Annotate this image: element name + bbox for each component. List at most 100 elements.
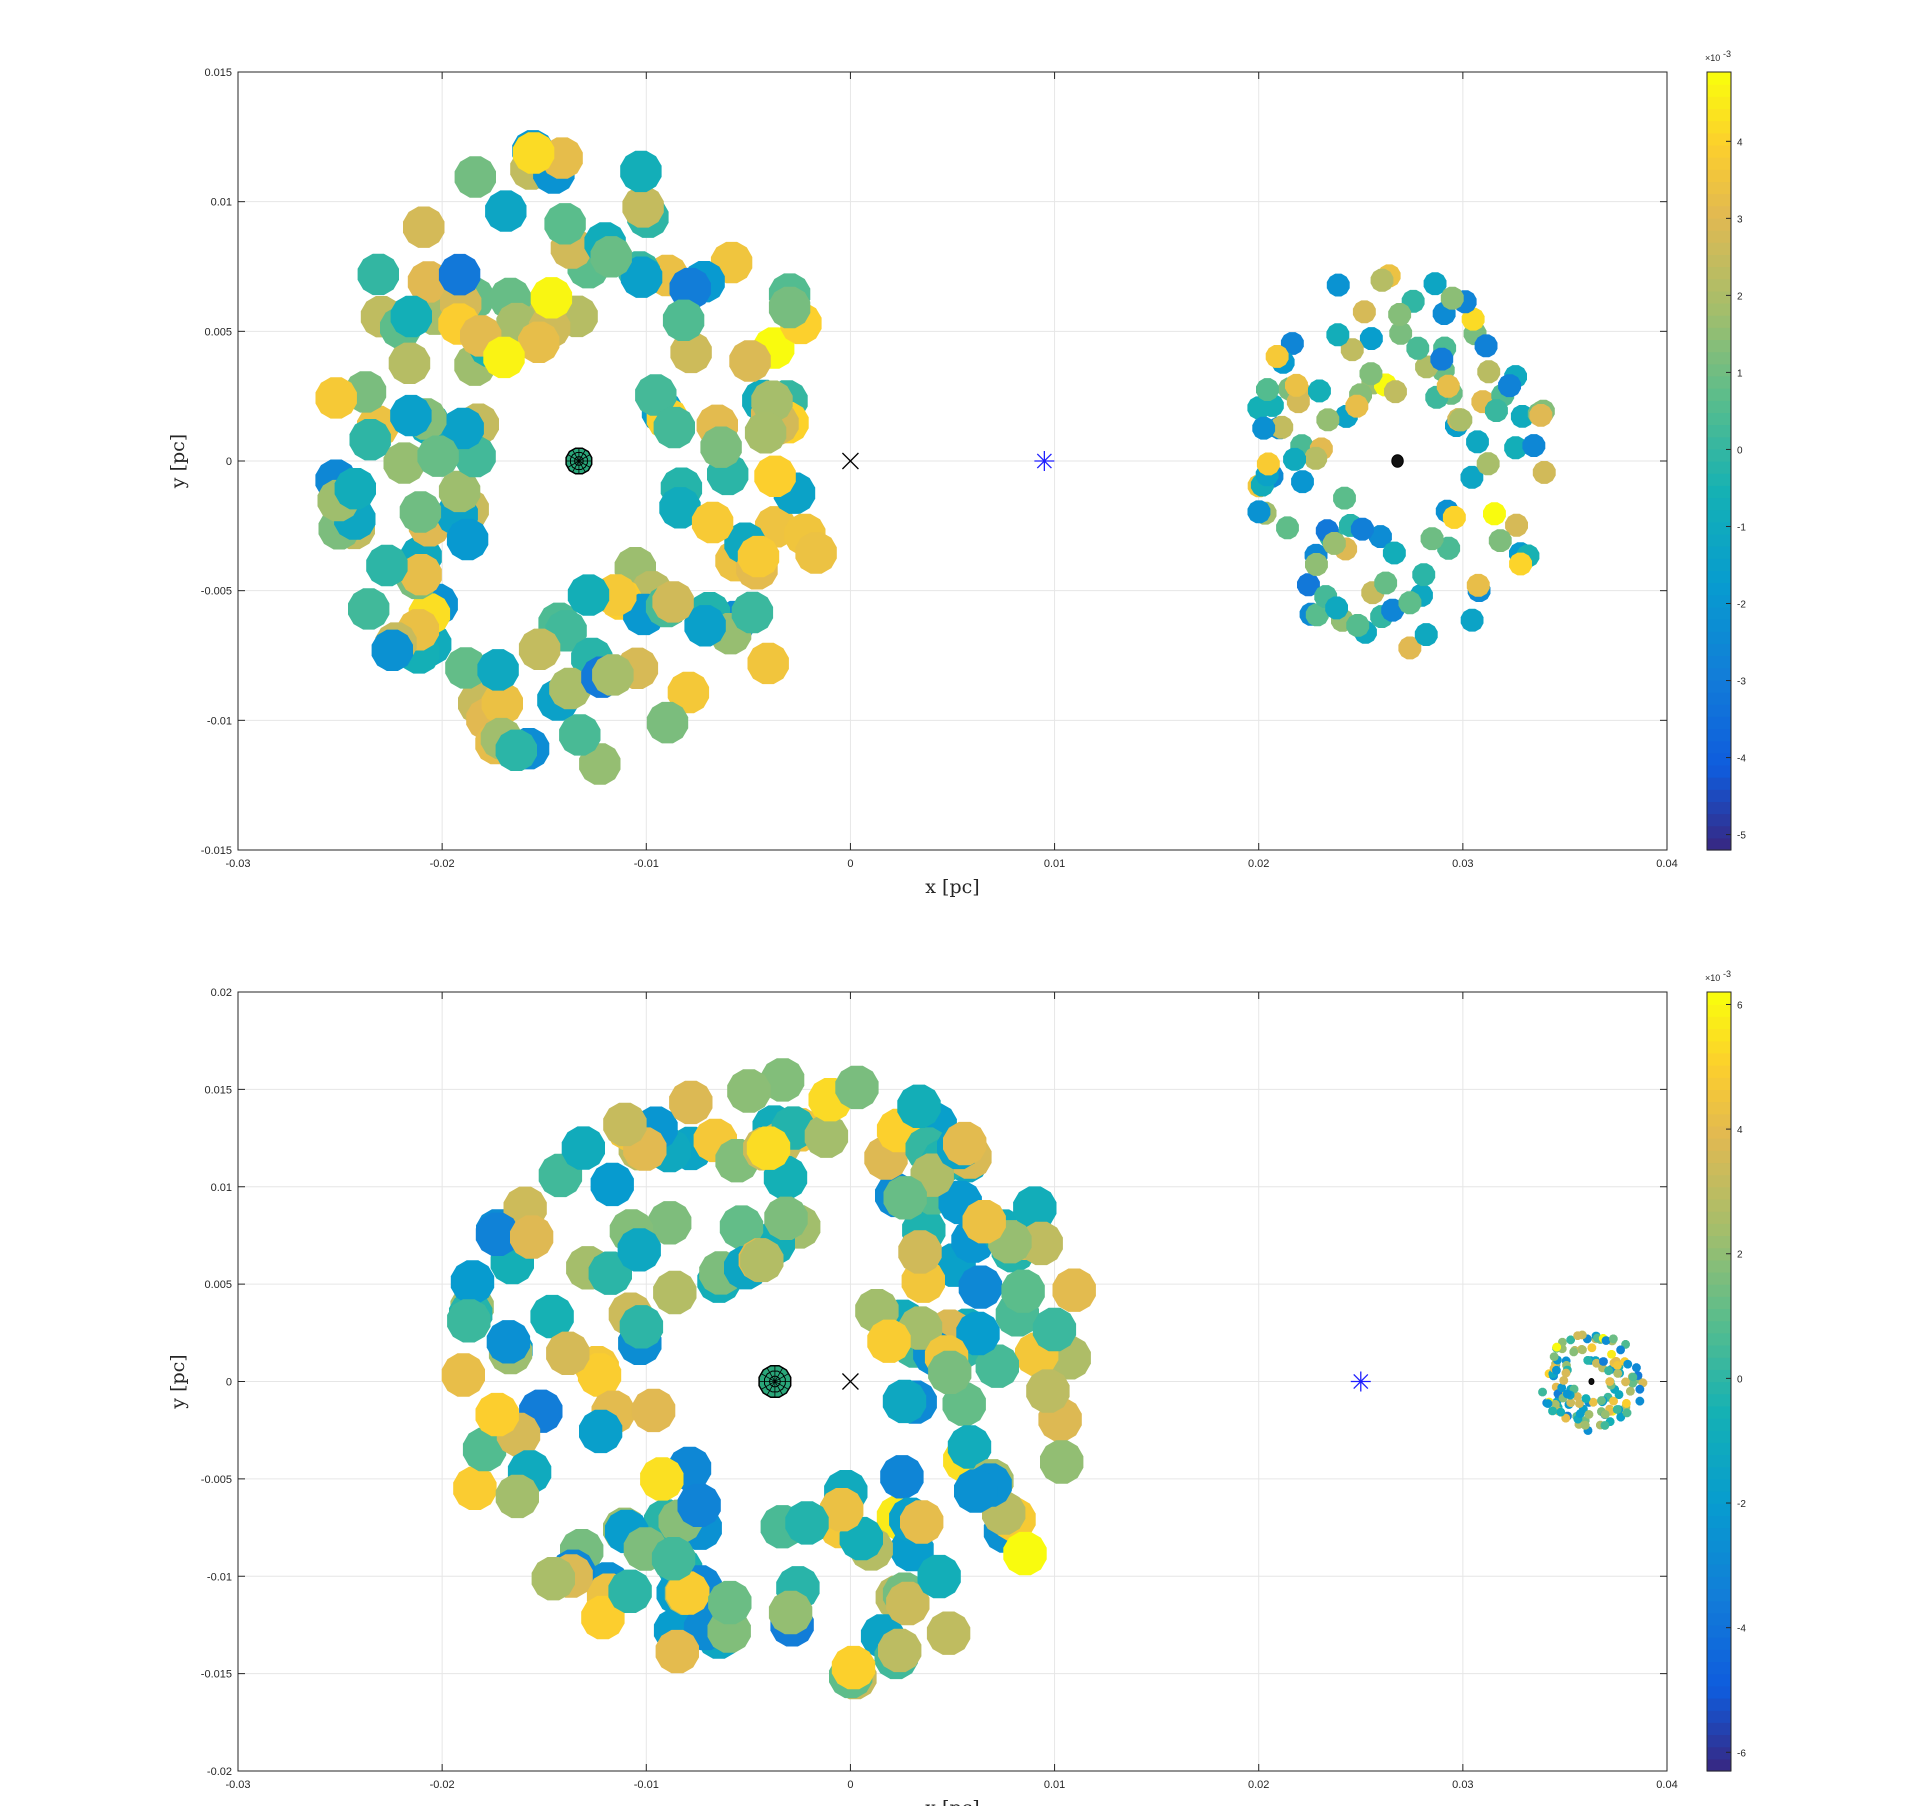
scatter-point [1581,1394,1591,1403]
scatter-point [956,1311,1000,1356]
scatter-point [590,1162,634,1207]
x-tick-label: -0.03 [225,1779,250,1791]
scatter-point [1316,408,1340,432]
scatter-point [1566,1398,1576,1407]
scatter-point [669,1080,713,1125]
colorbar-segment [1707,327,1731,341]
colorbar-segment [1707,1551,1731,1565]
scatter-point [592,654,634,696]
colorbar-segment [1707,1077,1731,1090]
scatter-point [1388,303,1412,326]
scatter-point [1461,307,1485,331]
colorbar-segment [1707,436,1731,450]
scatter-point [1529,404,1553,427]
scatter-point [662,299,705,341]
scatter-point [1558,1337,1567,1347]
scatter-point [1538,1387,1547,1397]
scatter-point [731,591,774,634]
colorbar-segment [1707,461,1731,474]
asterisk-marker-stroke [1353,1373,1369,1390]
scatter-point [1599,1357,1608,1366]
colorbar-segment [1707,1466,1731,1480]
colorbar-segment [1707,1405,1731,1419]
central-body-core [1391,454,1404,468]
colorbar-segment [1707,1089,1731,1103]
scatter-point [1477,360,1501,384]
colorbar-segment [1707,1065,1731,1078]
x-marker [841,1373,859,1390]
scatter-point [926,1611,971,1655]
scatter-point [820,1488,864,1532]
scatter-point [1032,1307,1077,1352]
colorbar-exponent: ×10 [1705,973,1720,983]
scatter-point [1498,374,1521,398]
colorbar-tick-label: 2 [1737,291,1743,302]
scatter-point [768,286,811,329]
colorbar-segment [1707,655,1731,669]
scatter-point [442,407,484,450]
scatter-point [684,605,726,647]
colorbar-segment [1707,144,1731,158]
asterisk-marker [1350,1371,1371,1392]
scatter-point [349,419,391,461]
colorbar-segment [1707,1418,1731,1431]
asterisk-marker [1034,451,1055,471]
colorbar-segment [1707,1600,1731,1614]
scatter-point [1532,461,1556,484]
colorbar-segment [1707,242,1731,255]
colorbar-segment [1707,1186,1731,1200]
scatter-point [1556,1407,1566,1417]
colorbar-segment [1707,1685,1731,1699]
scatter-point [1584,1410,1594,1419]
colorbar-segment [1707,1478,1731,1492]
scatter-point [1575,1409,1585,1418]
scatter-point [1382,541,1406,565]
x-axis-label: x [pc] [925,876,979,898]
scatter-point [1549,1352,1559,1361]
scatter-point [867,1319,911,1363]
colorbar-segment [1707,1564,1731,1577]
scatter-point [388,342,431,384]
colorbar-segment [1707,643,1731,657]
colorbar-tick-label: 4 [1737,1125,1743,1136]
scatter-point [631,1388,676,1433]
scatter-point [559,714,601,756]
colorbar-segment [1707,509,1731,523]
x-tick-label: 0.03 [1452,1779,1473,1791]
x-tick-label: 0.01 [1044,1779,1065,1791]
y-tick-label: -0.005 [201,586,232,598]
colorbar-segment [1707,302,1731,316]
scatter-point [1613,1369,1623,1378]
scatter-point [531,1557,575,1601]
scatter-point [1256,378,1279,401]
scatter-point [1305,553,1328,576]
scatter-point [744,412,787,454]
colorbar-segment [1707,1722,1731,1736]
colorbar-tick-label: -6 [1737,1748,1746,1759]
scatter-point [1635,1384,1645,1394]
scatter-point [1575,1399,1584,1408]
scatter-point [900,1500,944,1544]
scatter-point [1605,1377,1615,1386]
y-tick-label: -0.01 [207,715,232,727]
scatter-point [1476,452,1500,476]
colorbar-segment [1707,1198,1731,1212]
scatter-point [1609,1334,1618,1344]
colorbar-segment [1707,1040,1731,1054]
colorbar-frame [1706,991,1732,1772]
scatter-point [1509,552,1532,576]
scatter-point [561,1126,605,1170]
scatter-point [897,1084,941,1128]
colorbar-exponent-power: -3 [1723,49,1731,59]
scatter-point [1552,1342,1561,1352]
scatter-point [581,1595,625,1640]
scatter-point [962,1200,1006,1244]
scatter-point [485,190,527,232]
scatter-point [1592,1358,1601,1368]
central-body-core [1588,1378,1595,1385]
scatter-point [1430,347,1454,371]
colorbar-segment [1707,1320,1731,1334]
y-tick-label: 0.005 [204,326,232,338]
colorbar-segment [1707,716,1731,730]
scatter-point [462,1427,507,1472]
